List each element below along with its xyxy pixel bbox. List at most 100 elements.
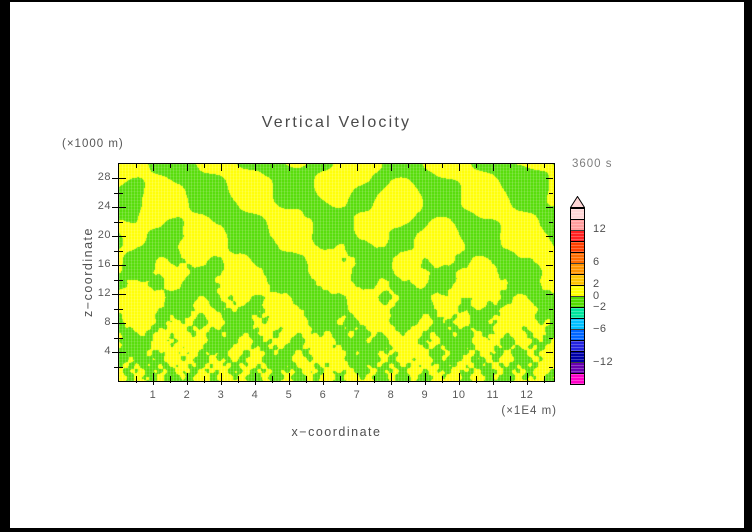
colorbar-tick-label: −6 <box>593 322 607 335</box>
colorbar-segment <box>571 374 584 384</box>
x-major-tick <box>187 380 188 385</box>
colorbar-overflow-arrow-icon <box>570 196 585 208</box>
x-minor-tick <box>340 376 341 380</box>
z-minor-tick <box>119 193 123 194</box>
colorbar-segment <box>571 209 584 220</box>
x-major-tick <box>187 373 188 380</box>
colorbar-tick-label: 6 <box>593 256 600 269</box>
x-minor-tick <box>408 376 409 380</box>
x-major-tick <box>221 373 222 380</box>
colorbar-segment <box>571 242 584 253</box>
x-tick-label: 7 <box>353 389 361 401</box>
x-minor-tick <box>136 164 137 168</box>
x-minor-tick <box>476 164 477 168</box>
heatmap-canvas <box>119 164 554 381</box>
colorbar-tick-label: 12 <box>593 223 607 236</box>
z-major-tick <box>112 323 118 324</box>
x-major-tick <box>357 373 358 380</box>
colorbar-tick-label: 0 <box>593 289 600 302</box>
x-major-tick <box>425 373 426 380</box>
z-minor-tick <box>119 280 123 281</box>
colorbar-segment <box>571 286 584 297</box>
z-tick-label: 24 <box>97 200 111 213</box>
x-minor-tick <box>544 376 545 380</box>
x-minor-tick <box>204 376 205 380</box>
x-minor-tick <box>204 164 205 168</box>
x-minor-tick <box>340 380 341 383</box>
x-major-tick <box>425 380 426 385</box>
z-minor-tick <box>114 338 118 339</box>
x-major-tick <box>323 164 324 171</box>
z-major-tick <box>119 352 126 353</box>
z-major-tick <box>112 207 118 208</box>
z-major-tick <box>119 265 126 266</box>
x-major-tick <box>391 373 392 380</box>
z-minor-tick <box>119 251 123 252</box>
colorbar-tick-label: 2 <box>593 278 600 291</box>
x-minor-tick <box>306 376 307 380</box>
z-minor-tick <box>114 367 118 368</box>
x-major-tick <box>459 373 460 380</box>
x-major-tick <box>357 164 358 171</box>
plot-area <box>112 163 555 385</box>
colorbar <box>570 208 585 385</box>
x-major-tick <box>527 373 528 380</box>
z-major-tick <box>119 323 126 324</box>
x-minor-tick <box>272 376 273 380</box>
x-major-tick <box>527 380 528 385</box>
z-major-tick <box>112 294 118 295</box>
x-minor-tick <box>238 380 239 383</box>
z-minor-tick <box>119 222 123 223</box>
z-major-tick <box>546 323 553 324</box>
x-major-tick <box>153 164 154 171</box>
colorbar-segment <box>571 330 584 341</box>
x-major-tick <box>391 380 392 385</box>
x-minor-tick <box>476 380 477 383</box>
x-minor-tick <box>204 380 205 383</box>
x-minor-tick <box>544 164 545 168</box>
x-major-tick <box>425 164 426 171</box>
x-axis-title: x−coordinate <box>291 425 382 439</box>
x-minor-tick <box>408 164 409 168</box>
x-major-tick <box>153 380 154 385</box>
z-major-tick <box>546 207 553 208</box>
x-major-tick <box>527 164 528 171</box>
z-major-tick <box>112 352 118 353</box>
x-major-tick <box>323 373 324 380</box>
x-minor-tick <box>442 376 443 380</box>
z-tick-label: 20 <box>97 229 111 242</box>
z-minor-tick <box>114 280 118 281</box>
x-minor-tick <box>374 376 375 380</box>
z-major-tick <box>112 178 118 179</box>
z-tick-label: 8 <box>104 316 111 329</box>
z-tick-label: 16 <box>97 258 111 271</box>
x-minor-tick <box>136 376 137 380</box>
z-minor-tick <box>114 309 118 310</box>
x-tick-label: 8 <box>387 389 395 401</box>
colorbar-segment <box>571 363 584 374</box>
x-major-tick <box>493 380 494 385</box>
z-major-tick <box>119 178 126 179</box>
x-minor-tick <box>510 376 511 380</box>
x-minor-tick <box>136 380 137 383</box>
x-major-tick <box>289 164 290 171</box>
x-major-tick <box>493 164 494 171</box>
colorbar-segment <box>571 275 584 286</box>
z-minor-tick <box>549 193 553 194</box>
colorbar-segment <box>571 308 584 319</box>
x-minor-tick <box>306 164 307 168</box>
z-minor-tick <box>119 367 123 368</box>
colorbar-segment <box>571 231 584 242</box>
z-minor-tick <box>119 338 123 339</box>
x-major-tick <box>289 373 290 380</box>
x-tick-label: 1 <box>149 389 157 401</box>
x-minor-tick <box>238 376 239 380</box>
z-minor-tick <box>549 367 553 368</box>
z-minor-tick <box>549 309 553 310</box>
x-tick-label: 5 <box>285 389 293 401</box>
x-major-tick <box>221 380 222 385</box>
colorbar-segment <box>571 341 584 352</box>
colorbar-segment <box>571 352 584 363</box>
x-minor-tick <box>408 380 409 383</box>
